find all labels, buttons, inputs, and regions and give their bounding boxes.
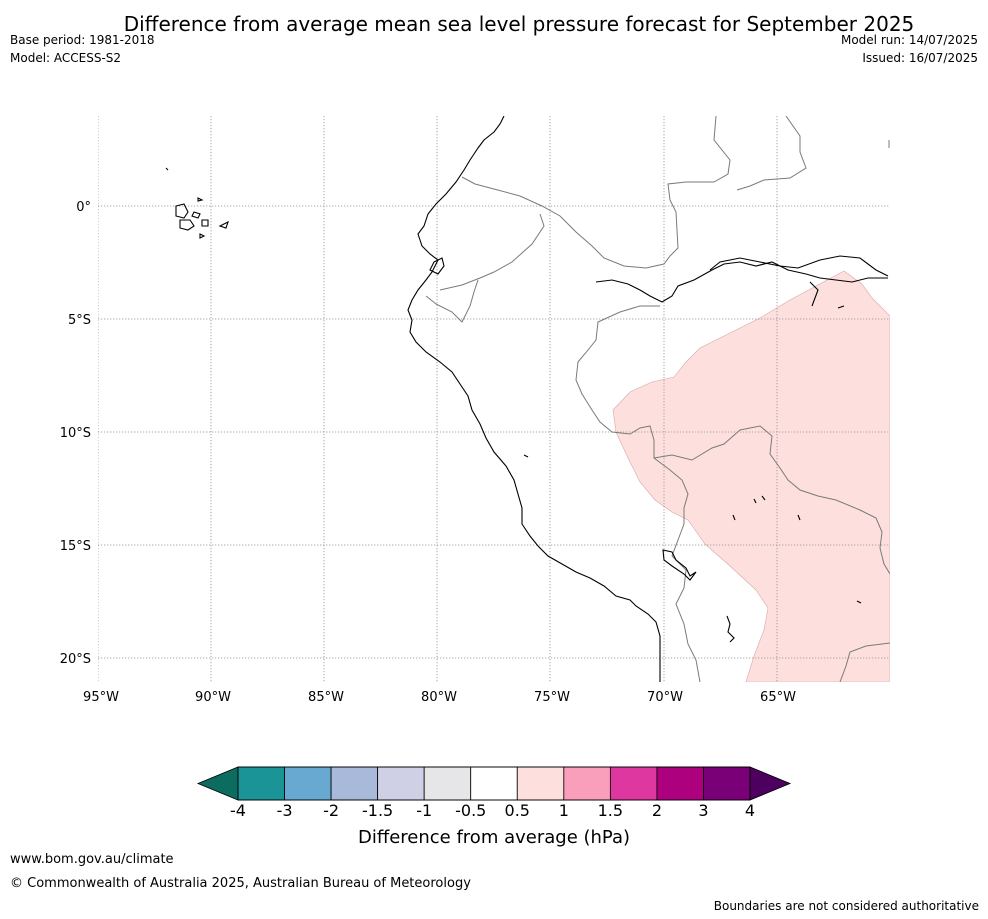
colorbar-label: -4 [230, 801, 246, 820]
lon-tick-label: 90°W [195, 690, 231, 705]
colorbar-swatch [563, 766, 611, 801]
colorbar-label: 1.5 [598, 801, 623, 820]
colorbar-label: 2 [652, 801, 662, 820]
lat-tick-label: 0° [76, 200, 91, 215]
lon-tick-label: 95°W [83, 690, 119, 705]
lat-tick-labels: 0° 5°S 10°S 15°S 20°S [60, 200, 91, 667]
colorbar-extend-high [749, 766, 792, 801]
lat-tick-label: 20°S [60, 652, 91, 667]
base-period: Base period: 1981-2018 [10, 33, 155, 47]
lat-tick-label: 5°S [68, 313, 91, 328]
lon-tick-label: 80°W [421, 690, 457, 705]
colorbar-swatch [330, 766, 379, 801]
colorbar-swatches [237, 766, 751, 801]
colorbar-swatch [470, 766, 518, 801]
colorbar-label: -2 [323, 801, 339, 820]
colorbar-extend-low [196, 766, 239, 801]
colorbar-title: Difference from average (hPa) [358, 827, 630, 848]
colorbar-swatch [377, 766, 425, 801]
colorbar-label: -0.5 [455, 801, 486, 820]
colorbar-label: -1.5 [362, 801, 393, 820]
model-name: Model: ACCESS-S2 [10, 51, 122, 65]
colorbar-label: 4 [745, 801, 755, 820]
issued-date: Issued: 16/07/2025 [862, 51, 978, 65]
map-area [98, 116, 890, 682]
meta-right: Model run: 14/07/2025 Issued: 16/07/2025 [841, 31, 978, 67]
site-url[interactable]: www.bom.gov.au/climate [10, 852, 174, 867]
disclaimer-text: Boundaries are not considered authoritat… [713, 899, 979, 913]
colorbar-swatch [516, 766, 565, 801]
colorbar-labels: -4 -3 -2 -1.5 -1 -0.5 0.5 1 1.5 2 3 4 [230, 801, 755, 820]
lon-tick-label: 75°W [534, 690, 570, 705]
colorbar-label: -1 [416, 801, 432, 820]
lon-tick-labels: 95°W 90°W 85°W 80°W 75°W 70°W 65°W [83, 690, 796, 705]
colorbar-swatch [284, 766, 332, 801]
colorbar-swatch [423, 766, 472, 801]
colorbar-swatch [609, 766, 658, 801]
graticule [98, 116, 890, 682]
colorbar-label: -3 [277, 801, 293, 820]
coastlines [165, 116, 889, 682]
colorbar-label: 0.5 [505, 801, 530, 820]
colorbar: -4 -3 -2 -1.5 -1 -0.5 0.5 1 1.5 2 3 4 Difference fr… [196, 766, 792, 848]
lat-tick-label: 10°S [60, 426, 91, 441]
lon-tick-label: 85°W [308, 690, 344, 705]
model-run: Model run: 14/07/2025 [840, 33, 978, 47]
page-title: Difference from average mean sea level p… [123, 12, 915, 36]
colorbar-swatch [656, 766, 704, 801]
colorbar-swatch [237, 766, 285, 801]
copyright-text: © Commonwealth of Australia 2025, Austra… [10, 876, 471, 891]
lon-tick-label: 70°W [647, 690, 683, 705]
colorbar-outline [237, 766, 751, 801]
lon-tick-label: 65°W [760, 690, 796, 705]
country-borders [425, 116, 890, 682]
colorbar-label: 1 [559, 801, 569, 820]
colorbar-label: 3 [698, 801, 708, 820]
colorbar-swatch [703, 766, 751, 801]
lat-tick-label: 15°S [60, 539, 91, 554]
meta-left: Base period: 1981-2018 Model: ACCESS-S2 [10, 31, 155, 67]
